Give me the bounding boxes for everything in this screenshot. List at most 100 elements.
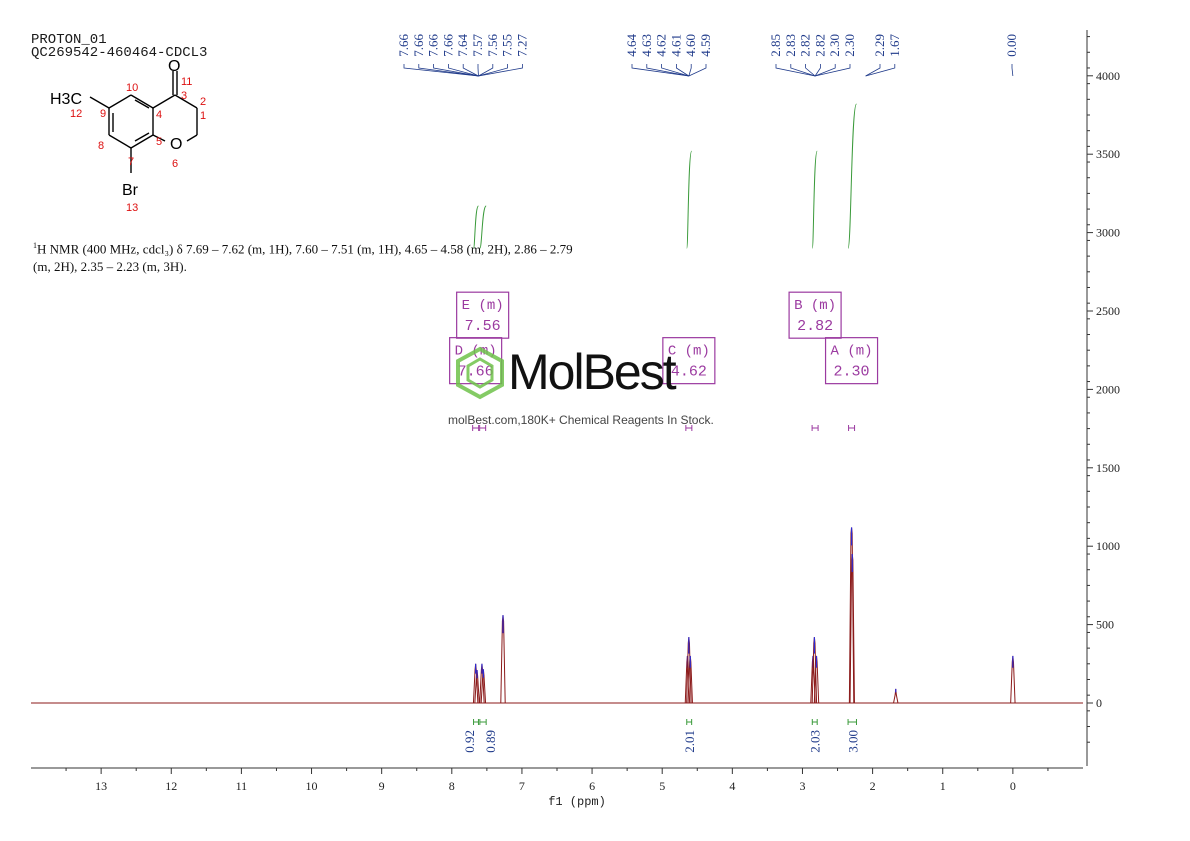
peak-label: 7.57 bbox=[470, 34, 485, 57]
multiplet-shift: 2.30 bbox=[834, 364, 870, 381]
y-tick-label: 3500 bbox=[1096, 147, 1120, 161]
watermark-tagline: molBest.com,180K+ Chemical Reagents In S… bbox=[448, 413, 714, 427]
integral-curve bbox=[847, 103, 857, 249]
peak-label-connector bbox=[814, 64, 836, 77]
x-tick-label: 10 bbox=[306, 779, 318, 793]
peak-label: 7.27 bbox=[514, 34, 529, 57]
nmr-summary-text: H NMR (400 MHz, cdcl₃) δ 7.69 – 7.62 (m,… bbox=[33, 241, 573, 275]
peak-label: 2.30 bbox=[842, 34, 857, 57]
peak-label: 4.63 bbox=[639, 34, 654, 57]
peak-label-connector bbox=[865, 64, 896, 77]
multiplet-box bbox=[824, 337, 879, 385]
x-tick-label: 7 bbox=[519, 779, 525, 793]
multiplet-label: C (m) bbox=[668, 344, 710, 360]
peak-label: 7.66 bbox=[426, 34, 441, 57]
peak-label: 2.29 bbox=[872, 34, 887, 57]
peak-label: 2.83 bbox=[783, 34, 798, 57]
y-tick-label: 1000 bbox=[1096, 539, 1120, 553]
watermark-brand: MolBest bbox=[508, 344, 677, 400]
atom-number-7: 7 bbox=[128, 156, 134, 168]
peak-label: 7.66 bbox=[440, 34, 455, 57]
atom-number-1: 1 bbox=[200, 110, 206, 122]
peak-label-connector bbox=[775, 64, 816, 77]
peak-label: 4.60 bbox=[683, 34, 698, 57]
peak-label-connector bbox=[448, 64, 479, 77]
atom-number-8: 8 bbox=[98, 140, 104, 152]
ring-oxygen-label: O bbox=[170, 136, 182, 153]
x-tick-label: 4 bbox=[729, 779, 735, 793]
x-tick-label: 5 bbox=[659, 779, 665, 793]
peak-label: 1.67 bbox=[887, 34, 902, 57]
multiplet-label: E (m) bbox=[462, 298, 504, 314]
x-tick-label: 11 bbox=[236, 779, 248, 793]
atom-number-9: 9 bbox=[100, 108, 106, 120]
y-tick-label: 500 bbox=[1096, 618, 1114, 632]
carbonyl-oxygen-label: O bbox=[168, 58, 180, 75]
nucleus-superscript: 1 bbox=[33, 241, 37, 250]
peak-label: 4.62 bbox=[654, 34, 669, 57]
watermark: MolBest molBest.com,180K+ Chemical Reage… bbox=[448, 344, 752, 435]
sample-id: QC269542-460464-CDCL3 bbox=[31, 45, 208, 61]
y-tick-label: 4000 bbox=[1096, 69, 1120, 83]
peak-label-connector bbox=[631, 64, 689, 77]
atom-number-3: 3 bbox=[181, 90, 187, 102]
peak-label: 7.66 bbox=[411, 34, 426, 57]
x-tick-label: 3 bbox=[799, 779, 805, 793]
peak-label: 2.85 bbox=[768, 34, 783, 57]
integral-value: 2.03 bbox=[808, 730, 823, 753]
y-tick-label: 2000 bbox=[1096, 382, 1120, 396]
multiplet-box bbox=[662, 337, 716, 385]
integral-curve bbox=[811, 150, 818, 249]
methyl-label: H3C bbox=[50, 91, 82, 108]
x-tick-label: 6 bbox=[589, 779, 595, 793]
multiplet-box bbox=[788, 291, 842, 339]
peak-label-connector bbox=[1011, 64, 1014, 77]
atom-number-4: 4 bbox=[156, 109, 162, 121]
peak-label-connector bbox=[478, 64, 508, 77]
peak-label-connector bbox=[815, 64, 851, 77]
peak-label-connector bbox=[433, 64, 479, 77]
integral-value: 0.89 bbox=[483, 730, 498, 753]
x-tick-label: 2 bbox=[870, 779, 876, 793]
peak-label-connector bbox=[688, 64, 692, 77]
peak-label-connector bbox=[646, 64, 689, 77]
integral-curve bbox=[479, 205, 487, 249]
integral-value: 2.01 bbox=[682, 730, 697, 753]
multiplet-shift: 7.56 bbox=[465, 318, 501, 335]
peak-label: 7.66 bbox=[396, 34, 411, 57]
x-tick-label: 1 bbox=[940, 779, 946, 793]
x-axis-label: f1 (ppm) bbox=[548, 795, 606, 809]
experiment-name: PROTON_01 bbox=[31, 32, 107, 48]
y-tick-label: 2500 bbox=[1096, 304, 1120, 318]
atom-number-6: 6 bbox=[172, 158, 178, 170]
peak-label-connector bbox=[478, 64, 494, 77]
peak-label: 2.82 bbox=[798, 34, 813, 57]
x-tick-label: 13 bbox=[95, 779, 107, 793]
peak-label-connector bbox=[814, 64, 821, 77]
x-tick-label: 0 bbox=[1010, 779, 1016, 793]
multiplet-shift: 2.82 bbox=[797, 318, 833, 335]
peak-label: 0.00 bbox=[1004, 34, 1019, 57]
x-tick-label: 12 bbox=[165, 779, 177, 793]
peak-label-connector bbox=[688, 64, 707, 77]
peak-label-connector bbox=[661, 64, 689, 77]
peak-label-connector bbox=[790, 64, 816, 77]
bromine-label: Br bbox=[122, 182, 139, 199]
atom-number-13: 13 bbox=[126, 202, 138, 214]
peak-label-connector bbox=[478, 64, 523, 77]
peak-label: 2.30 bbox=[827, 34, 842, 57]
peak-label: 7.64 bbox=[455, 34, 470, 57]
molbest-logo-icon bbox=[456, 346, 504, 400]
nmr-summary: 1H NMR (400 MHz, cdcl₃) δ 7.69 – 7.62 (m… bbox=[33, 237, 593, 276]
atom-number-12: 12 bbox=[70, 108, 82, 120]
x-tick-label: 8 bbox=[449, 779, 455, 793]
atom-number-11: 11 bbox=[181, 76, 192, 88]
peak-label-connector bbox=[805, 64, 816, 77]
peak-label: 7.56 bbox=[485, 34, 500, 57]
peak-label: 4.64 bbox=[624, 34, 639, 57]
peak-label-connector bbox=[418, 64, 479, 77]
peak-label: 4.59 bbox=[698, 34, 713, 57]
multiplet-label: B (m) bbox=[794, 298, 836, 314]
peak-label: 4.61 bbox=[668, 34, 683, 57]
peak-label: 7.55 bbox=[500, 34, 515, 57]
